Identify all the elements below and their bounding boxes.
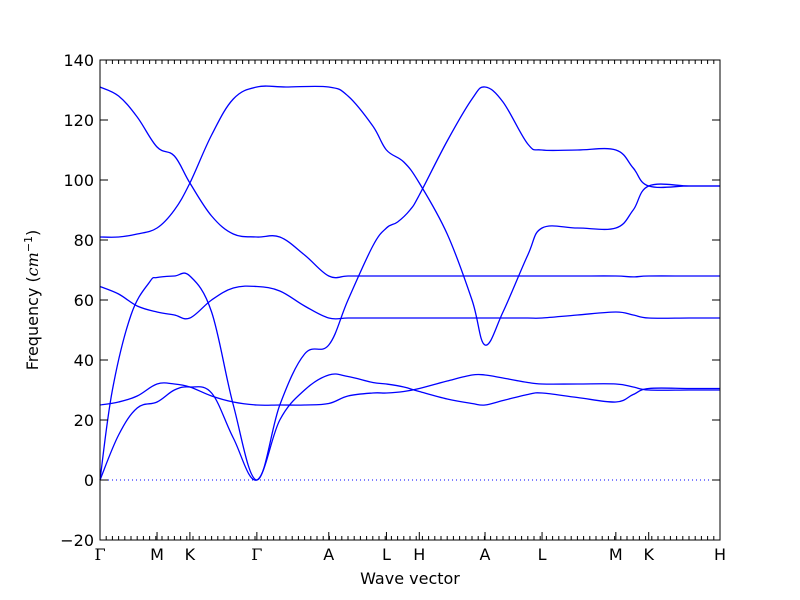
x-tick-label: A bbox=[480, 545, 491, 564]
x-tick-label: H bbox=[714, 545, 726, 564]
x-axis-label: Wave vector bbox=[360, 569, 460, 588]
x-tick-label: Γ bbox=[251, 545, 262, 564]
x-tick-label: M bbox=[150, 545, 164, 564]
y-axis-label: Frequency (cm−1) bbox=[22, 230, 43, 371]
x-tick-label: K bbox=[185, 545, 196, 564]
phonon-branch-3 bbox=[99, 86, 720, 481]
phonon-branch-5 bbox=[99, 373, 720, 406]
phonon-branch-4 bbox=[99, 285, 720, 320]
y-tick-label: 80 bbox=[74, 231, 94, 250]
y-tick-label: 60 bbox=[74, 291, 94, 310]
x-tick-label: A bbox=[323, 545, 334, 564]
phonon-branch-2 bbox=[99, 85, 720, 346]
y-tick-label: 120 bbox=[63, 111, 94, 130]
y-tick-label: 140 bbox=[63, 51, 94, 70]
phonon-branch-1 bbox=[99, 86, 720, 279]
phonon-branch-6 bbox=[99, 373, 720, 481]
x-tick-label: M bbox=[609, 545, 623, 564]
x-tick-label: Γ bbox=[94, 545, 105, 564]
tick-layer: −20 0 20 40 60 80 100 120 140 Γ M K Γ A L H A L M K H bbox=[60, 51, 726, 564]
y-tick-label: 0 bbox=[84, 471, 94, 490]
y-tick-label: −20 bbox=[60, 531, 94, 550]
x-tick-label: L bbox=[538, 545, 547, 564]
y-tick-label: 40 bbox=[74, 351, 94, 370]
y-tick-label: 20 bbox=[74, 411, 94, 430]
plot-frame bbox=[99, 59, 721, 541]
x-tick-label: L bbox=[382, 545, 391, 564]
y-tick-label: 100 bbox=[63, 171, 94, 190]
series-layer bbox=[99, 85, 720, 481]
x-tick-label: H bbox=[413, 545, 425, 564]
x-tick-label: K bbox=[643, 545, 654, 564]
